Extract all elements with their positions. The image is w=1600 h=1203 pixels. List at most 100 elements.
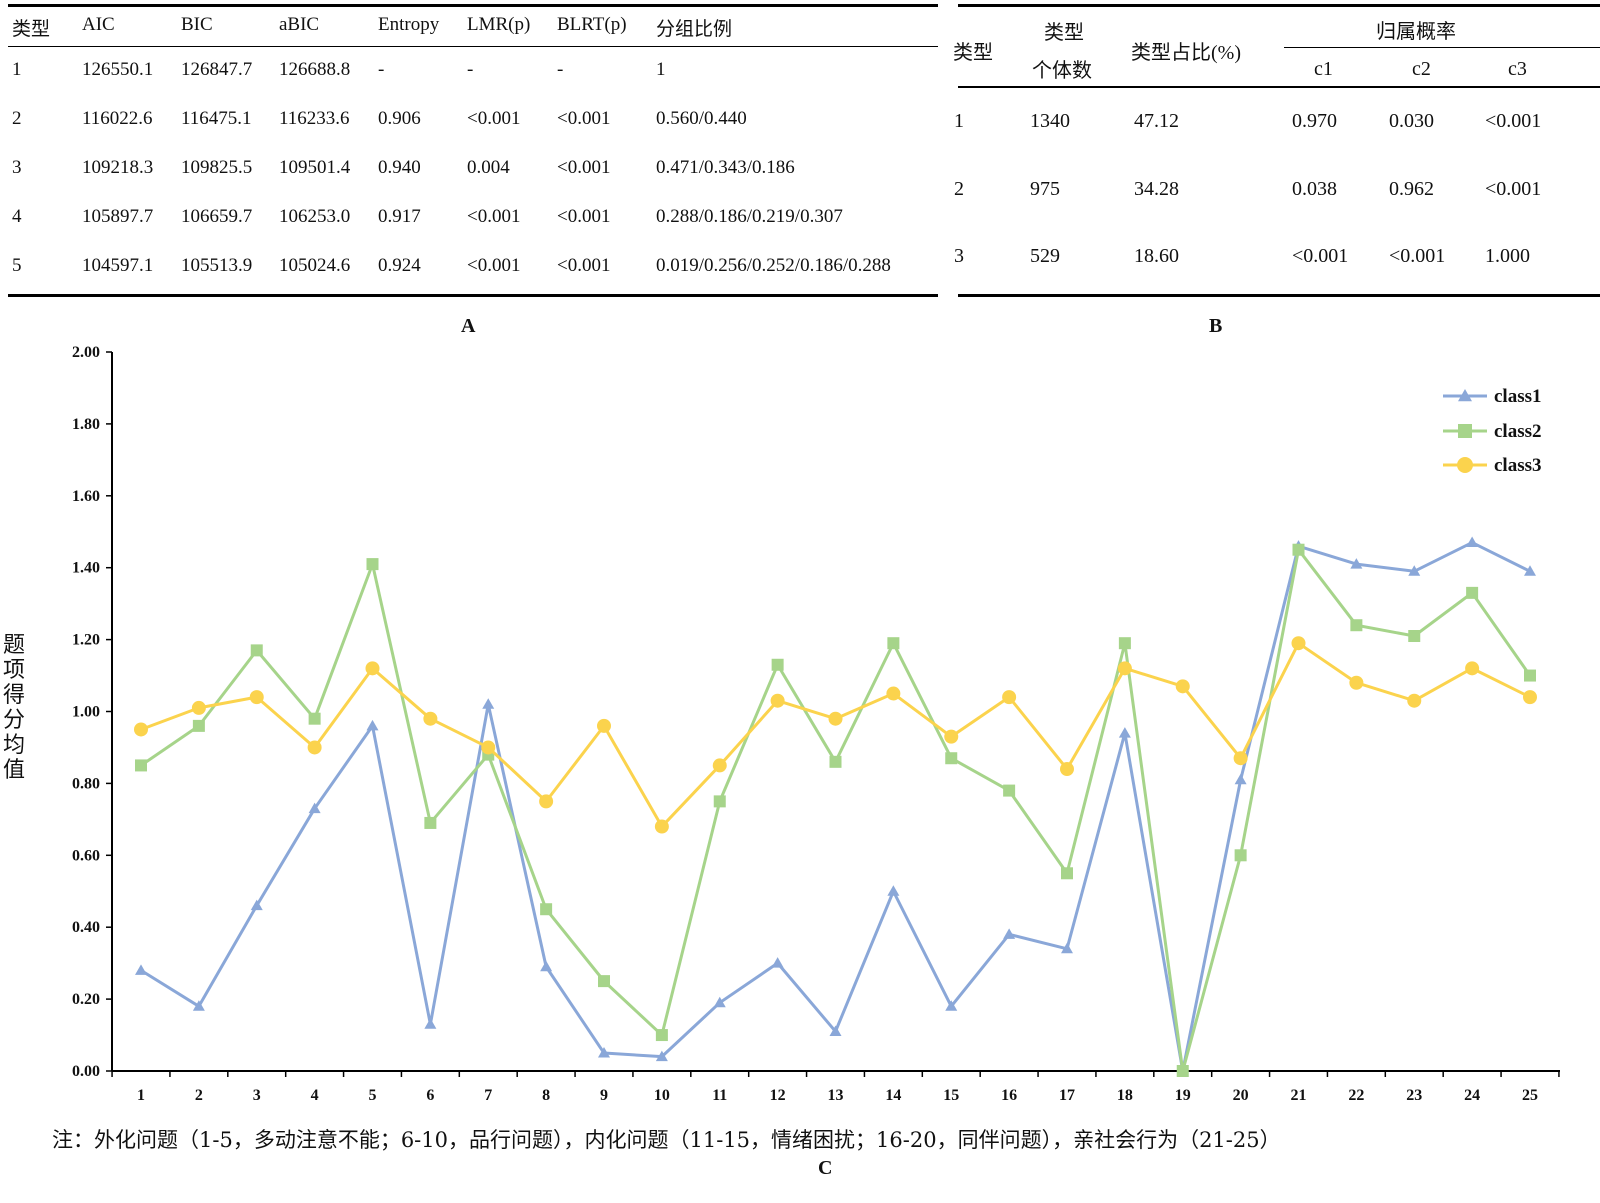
- table-b-header-share: 类型占比(%): [1131, 42, 1241, 64]
- data-point-triangle: [771, 957, 784, 968]
- data-point-square: [1234, 849, 1247, 862]
- chart-axes: 0.00 0.20 0.40 0.60 0.80 1.00 1.20 1.40 1.60 1.80…: [72, 344, 1560, 1104]
- table-b-header-type: 类型: [953, 42, 993, 64]
- table-a-cell: 109501.4: [279, 157, 351, 178]
- data-point-square: [424, 816, 437, 829]
- table-b-cell: <0.001: [1389, 245, 1446, 267]
- table-a-cell: 1: [12, 59, 22, 80]
- table-b-header-prob-group: 归属概率: [1376, 21, 1456, 43]
- table-b-cell: 2: [954, 178, 964, 200]
- data-point-triangle: [1061, 942, 1073, 954]
- data-point-circle: [597, 718, 611, 733]
- data-point-circle: [1002, 690, 1017, 705]
- table-a-cell: 106253.0: [279, 206, 351, 227]
- data-point-square: [1524, 669, 1536, 682]
- data-point-triangle: [1234, 773, 1247, 785]
- table-b-cell: 529: [1030, 245, 1060, 267]
- data-point-triangle: [713, 996, 726, 1008]
- x-tick-label: 12: [770, 1087, 786, 1104]
- y-tick-label: 1.20: [72, 632, 100, 649]
- data-point-square: [1350, 619, 1363, 632]
- table-a-header-rule: [8, 46, 938, 47]
- x-tick-label: 18: [1117, 1087, 1133, 1104]
- data-point-square: [945, 752, 958, 765]
- y-tick-label: 1.00: [72, 704, 100, 721]
- data-point-circle: [1060, 762, 1074, 777]
- table-b-cell: <0.001: [1485, 110, 1542, 132]
- chart-y-axis-label: 题项得分均值: [2, 633, 25, 783]
- y-tick-label: 0.40: [72, 919, 100, 936]
- x-tick-label: 16: [1001, 1087, 1017, 1104]
- table-b-cell: 0.970: [1292, 110, 1337, 132]
- data-point-circle: [654, 819, 669, 834]
- data-point-circle: [828, 711, 843, 726]
- table-b-header-c3: c3: [1508, 58, 1527, 80]
- data-point-triangle: [135, 964, 147, 975]
- table-b-cell: 0.030: [1389, 110, 1434, 132]
- data-point-triangle: [1350, 558, 1363, 569]
- table-b-cell: 1340: [1030, 110, 1070, 132]
- series-line-class2: [140, 548, 1532, 1073]
- x-tick-label: 15: [943, 1087, 959, 1104]
- table-a-cell: 126688.8: [279, 59, 351, 80]
- data-point-triangle: [366, 719, 379, 731]
- data-point-circle: [1457, 457, 1473, 473]
- data-point-circle: [249, 690, 264, 705]
- data-point-circle: [1291, 636, 1306, 651]
- data-point-triangle: [540, 960, 553, 972]
- data-point-circle: [481, 740, 496, 755]
- table-a-cell: 105897.7: [82, 206, 154, 227]
- data-point-circle: [1407, 693, 1422, 708]
- data-point-circle: [1175, 679, 1190, 694]
- data-point-circle: [365, 661, 380, 676]
- chart-series: [134, 536, 1537, 1077]
- data-point-circle: [191, 700, 206, 715]
- data-point-triangle: [192, 1000, 205, 1011]
- data-point-circle: [539, 794, 554, 809]
- table-a-cell: 116233.6: [279, 108, 350, 129]
- x-tick-label: 6: [426, 1087, 434, 1104]
- item-score-line-chart: 0.00 0.20 0.40 0.60 0.80 1.00 1.20 1.40 1.60 1.80…: [72, 344, 1560, 1104]
- table-b-header-count-line1: 类型: [1044, 22, 1084, 44]
- table-a-cell: <0.001: [467, 206, 521, 227]
- x-tick-label: 3: [253, 1087, 261, 1104]
- y-tick-label: 0.60: [72, 847, 100, 864]
- x-tick-label: 13: [828, 1087, 844, 1104]
- table-a-top-rule: [8, 4, 938, 7]
- table-a-cell: 0.288/0.186/0.219/0.307: [656, 206, 843, 227]
- table-b-subheader-rule: [1284, 47, 1600, 48]
- table-a-cell: 116475.1: [181, 108, 252, 129]
- data-point-circle: [944, 729, 959, 744]
- table-a-cell: 0.906: [378, 108, 421, 129]
- data-point-circle: [1349, 675, 1364, 690]
- table-a-cell: 0.917: [378, 206, 421, 227]
- table-a-cell: 105513.9: [181, 255, 253, 276]
- data-point-square: [829, 755, 842, 768]
- table-a-cell: <0.001: [557, 157, 611, 178]
- data-point-triangle: [308, 802, 321, 814]
- x-tick-label: 21: [1291, 1087, 1307, 1104]
- y-tick-label: 0.80: [72, 775, 100, 792]
- table-b-cell: 34.28: [1134, 178, 1179, 200]
- data-point-triangle: [250, 899, 263, 911]
- table-a-header-cell: LMR(p): [467, 14, 531, 35]
- data-point-square: [1061, 867, 1073, 880]
- x-tick-label: 11: [712, 1087, 727, 1104]
- data-point-circle: [1465, 661, 1480, 676]
- chart-note: 注：外化问题（1-5，多动注意不能；6-10，品行问题），内化问题（11-15，…: [52, 1128, 1281, 1152]
- data-point-square: [887, 637, 900, 650]
- table-b-cell: 1.000: [1485, 245, 1530, 267]
- data-point-square: [192, 719, 205, 732]
- data-point-triangle: [1524, 565, 1536, 576]
- table-b-header-c1: c1: [1314, 58, 1333, 80]
- table-b-cell: 975: [1030, 178, 1060, 200]
- data-point-circle: [770, 693, 785, 708]
- data-point-circle: [1523, 690, 1537, 705]
- x-tick-label: 9: [600, 1087, 608, 1104]
- series-line-class3: [140, 641, 1531, 829]
- table-a-cell: 1: [656, 59, 666, 80]
- table-a-cell: 0.924: [378, 255, 421, 276]
- table-a-header-cell: AIC: [82, 14, 115, 35]
- x-tick-label: 22: [1348, 1087, 1364, 1104]
- data-point-triangle: [424, 1018, 437, 1029]
